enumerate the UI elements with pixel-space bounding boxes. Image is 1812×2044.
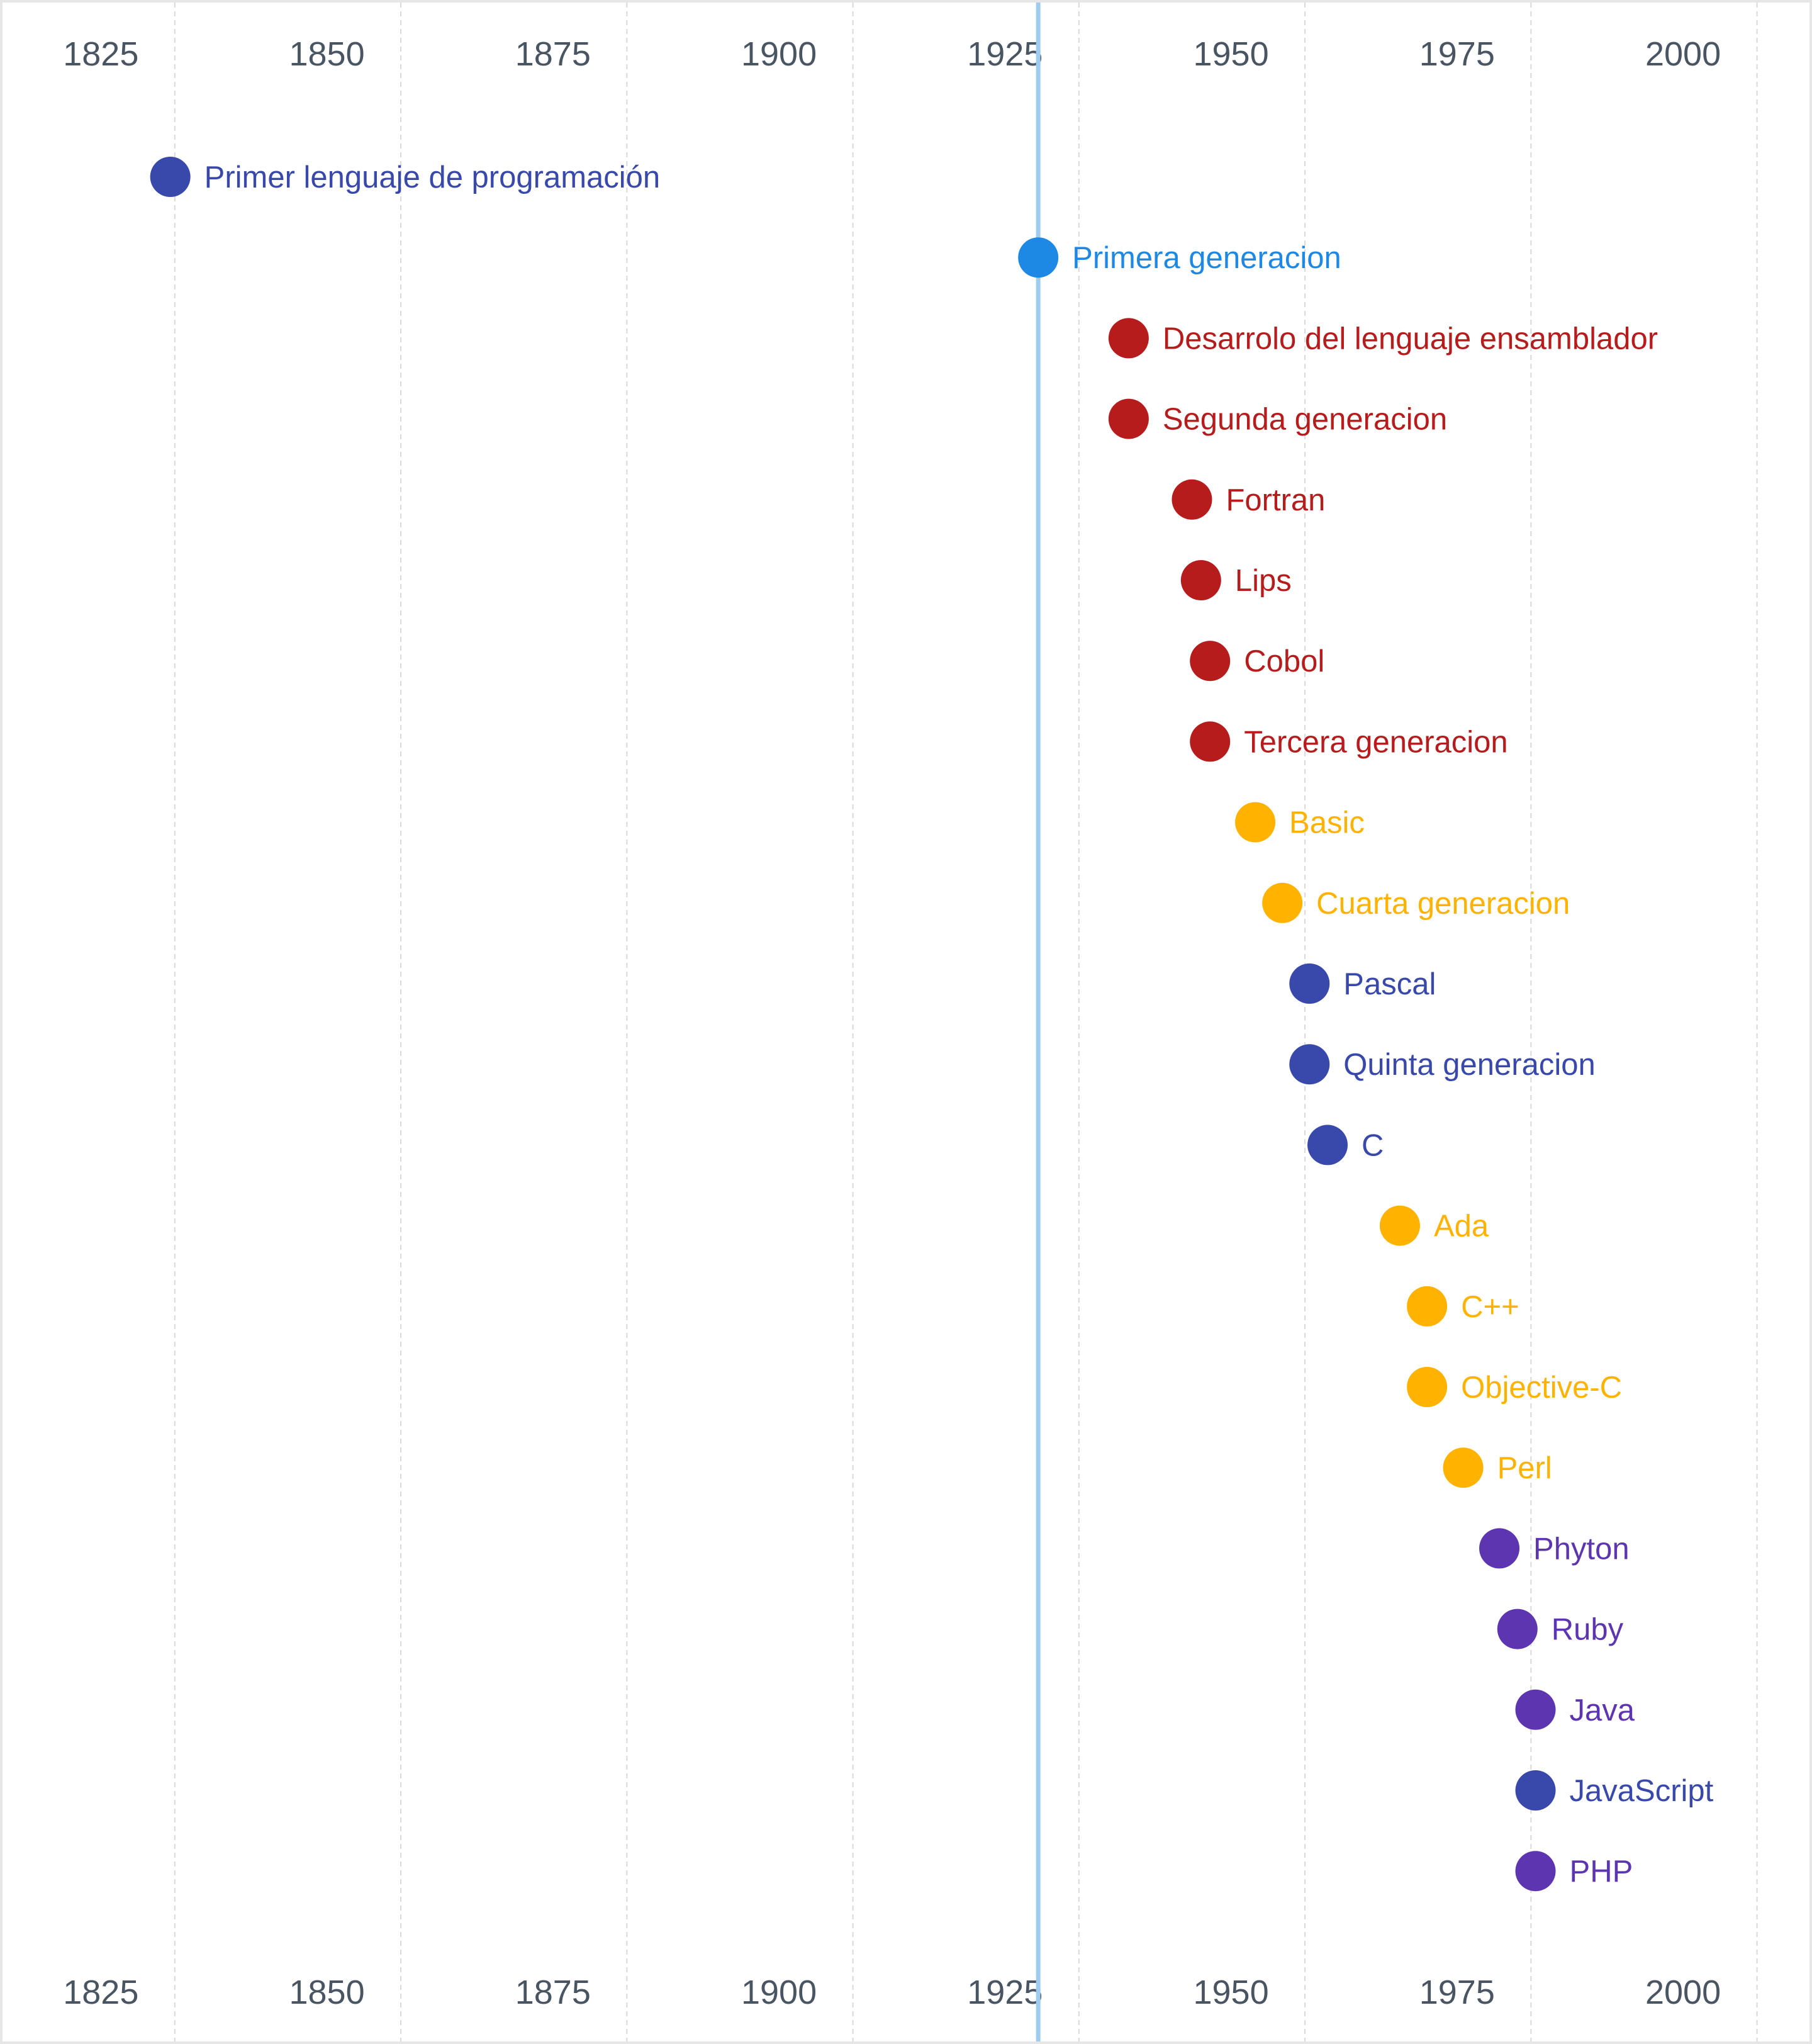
- event-marker: [1235, 802, 1276, 843]
- event-label: C++: [1461, 1290, 1519, 1324]
- bottom-axis: 1825 1850 1875 1900 1925 1950 1975 2000: [63, 1974, 1721, 2011]
- event-item: Primer lenguaje de programación: [150, 157, 661, 197]
- event-label: Pascal: [1343, 967, 1436, 1001]
- x-tick-label-top: 1875: [515, 35, 591, 73]
- x-tick-label-top: 1825: [63, 35, 138, 73]
- event-marker: [1443, 1447, 1484, 1488]
- event-item: Java: [1515, 1689, 1635, 1730]
- event-label: Basic: [1289, 806, 1365, 840]
- event-marker: [1497, 1609, 1538, 1649]
- x-tick-label-bottom: 1975: [1419, 1974, 1495, 2011]
- event-marker: [1515, 1689, 1556, 1730]
- event-label: Desarrolo del lenguaje ensamblador: [1163, 322, 1658, 356]
- event-marker: [1515, 1851, 1556, 1892]
- x-tick-label-top: 1975: [1419, 35, 1495, 73]
- grid-lines: [174, 3, 1758, 2041]
- event-marker: [150, 157, 191, 197]
- event-label: Tercera generacion: [1244, 725, 1507, 759]
- event-label: Fortran: [1226, 483, 1325, 517]
- event-item: Desarrolo del lenguaje ensamblador: [1108, 318, 1658, 359]
- event-item: Ruby: [1497, 1609, 1624, 1649]
- x-tick-label-bottom: 1875: [515, 1974, 591, 2011]
- event-label: C: [1362, 1128, 1384, 1162]
- x-tick-label-top: 1900: [741, 35, 817, 73]
- top-axis: 1825 1850 1875 1900 1925 1950 1975 2000: [63, 35, 1721, 73]
- event-item: Ada: [1379, 1205, 1489, 1246]
- event-item: Lips: [1180, 560, 1292, 600]
- event-marker: [1190, 721, 1231, 762]
- event-label: Objective-C: [1461, 1371, 1622, 1405]
- x-tick-label-bottom: 1950: [1193, 1974, 1268, 2011]
- event-marker: [1307, 1125, 1348, 1165]
- event-item: C: [1307, 1125, 1384, 1165]
- x-tick-label-bottom: 1900: [741, 1974, 817, 2011]
- event-item: Cobol: [1190, 641, 1324, 682]
- event-item: Segunda generacion: [1108, 398, 1447, 439]
- x-tick-label-bottom: 1925: [967, 1974, 1043, 2011]
- event-marker: [1289, 1044, 1330, 1085]
- event-label: Phyton: [1533, 1532, 1630, 1566]
- x-tick-label-bottom: 2000: [1645, 1974, 1721, 2011]
- event-label: Quinta generacion: [1343, 1048, 1595, 1082]
- event-marker: [1379, 1205, 1420, 1246]
- event-item: Phyton: [1479, 1528, 1630, 1569]
- event-item: Tercera generacion: [1190, 721, 1508, 762]
- event-label: Primer lenguaje de programación: [204, 160, 661, 194]
- event-label: JavaScript: [1570, 1774, 1714, 1808]
- event-item: JavaScript: [1515, 1770, 1714, 1811]
- x-tick-label-top: 1850: [289, 35, 364, 73]
- event-item: Cuarta generacion: [1262, 882, 1570, 923]
- event-item: Pascal: [1289, 963, 1436, 1004]
- events: Primer lenguaje de programación Primera g…: [150, 157, 1714, 1892]
- event-marker: [1108, 398, 1149, 439]
- event-marker: [1190, 641, 1231, 682]
- event-item: Perl: [1443, 1447, 1552, 1488]
- event-item: Objective-C: [1407, 1367, 1622, 1407]
- x-tick-label-bottom: 1825: [63, 1974, 138, 2011]
- event-marker: [1108, 318, 1149, 359]
- event-marker: [1479, 1528, 1520, 1569]
- event-label: Perl: [1497, 1451, 1552, 1485]
- event-label: Segunda generacion: [1163, 403, 1447, 437]
- event-label: Cuarta generacion: [1316, 887, 1570, 921]
- event-item: C++: [1407, 1286, 1519, 1327]
- event-marker: [1289, 963, 1330, 1004]
- event-label: Java: [1570, 1693, 1635, 1727]
- event-marker: [1172, 479, 1212, 520]
- event-label: Ada: [1434, 1210, 1489, 1244]
- x-tick-label-top: 1925: [967, 35, 1043, 73]
- event-marker: [1180, 560, 1221, 600]
- event-item: PHP: [1515, 1851, 1633, 1892]
- x-tick-label-bottom: 1850: [289, 1974, 364, 2011]
- event-marker: [1407, 1367, 1448, 1407]
- event-item: Quinta generacion: [1289, 1044, 1596, 1085]
- event-label: Lips: [1235, 564, 1292, 598]
- event-marker: [1407, 1286, 1448, 1327]
- event-label: Cobol: [1244, 644, 1324, 678]
- x-tick-label-top: 1950: [1193, 35, 1268, 73]
- event-label: PHP: [1570, 1855, 1633, 1889]
- event-label: Ruby: [1552, 1613, 1624, 1647]
- event-marker: [1262, 882, 1303, 923]
- event-item: Basic: [1235, 802, 1365, 843]
- event-marker: [1515, 1770, 1556, 1811]
- event-label: Primera generacion: [1072, 241, 1341, 275]
- event-marker: [1018, 237, 1059, 278]
- x-tick-label-top: 2000: [1645, 35, 1721, 73]
- event-item: Fortran: [1172, 479, 1325, 520]
- event-item: Primera generacion: [1018, 237, 1341, 278]
